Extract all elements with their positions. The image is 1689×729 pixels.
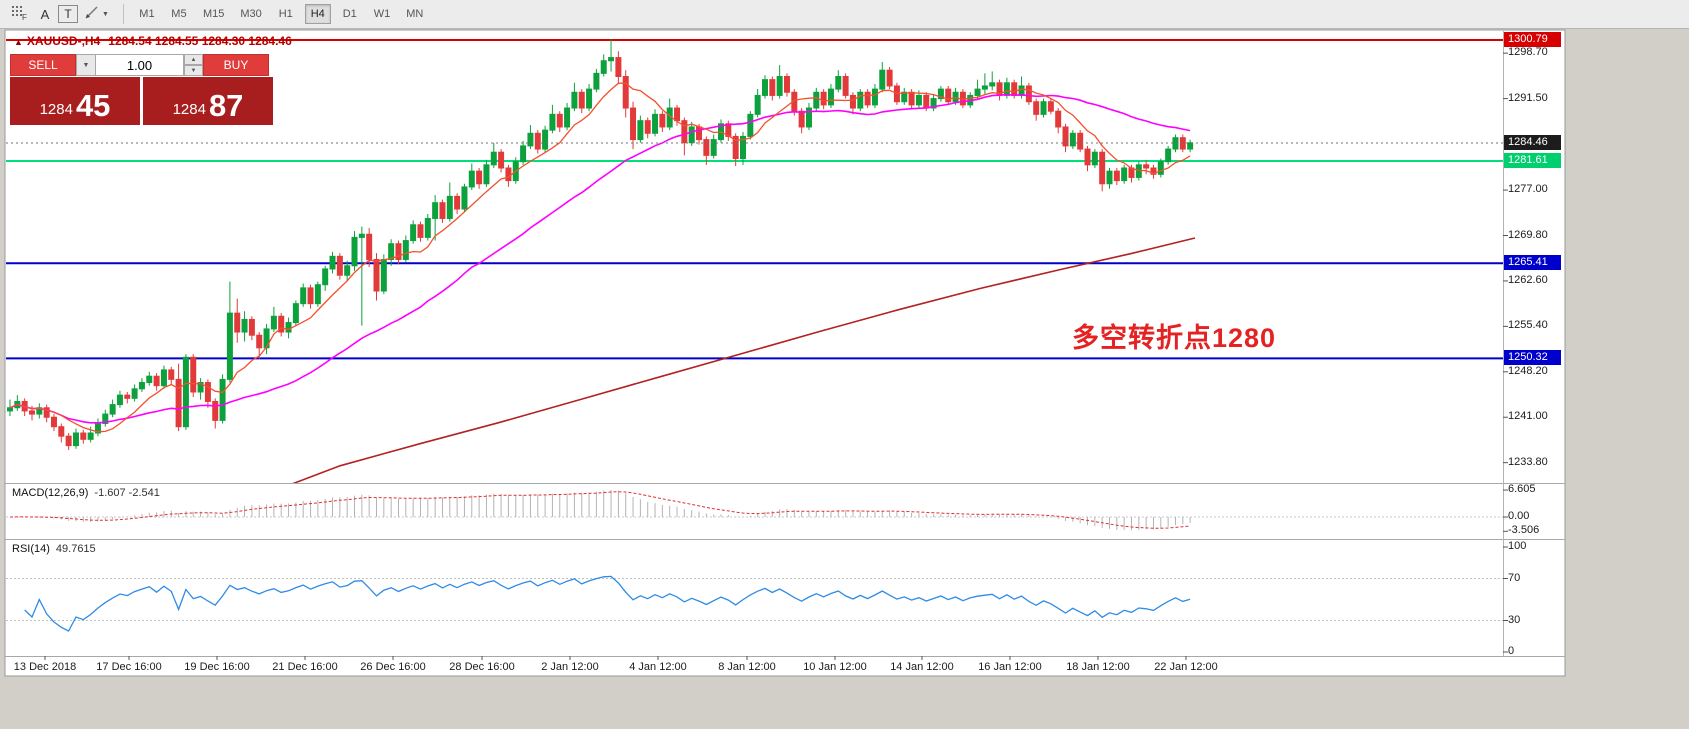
chart-title: ▲ XAUUSD-,H4 1284.54 1284.55 1284.30 1284.… [14, 34, 292, 48]
ma-mid-line [9, 93, 1191, 424]
timeframe-button-H4[interactable]: H4 [304, 4, 331, 24]
macd-signal-line [9, 491, 1191, 529]
sell-price-pips: 45 [75, 88, 111, 123]
main-price-pane[interactable] [6, 38, 1503, 496]
timeframe-group: M1 M5 M15 M30 H1 H4 D1 W1 MN [134, 4, 428, 24]
rsi-line [24, 575, 1191, 632]
rsi-value: 49.7615 [55, 543, 96, 555]
chevron-down-icon: ▼ [82, 61, 90, 69]
macd-indicator-label: MACD(12,26,9) -1.607 -2.541 [12, 487, 160, 499]
volume-input[interactable] [96, 54, 184, 76]
chart-ohlc-values: 1284.54 1284.55 1284.30 1284.46 [108, 34, 292, 48]
price-axis[interactable] [1504, 30, 1566, 656]
timeframe-button-H1[interactable]: H1 [273, 4, 299, 24]
sell-button[interactable]: SELL [10, 54, 76, 76]
trade-panel-controls: SELL ▼ ▲ ▼ BUY [10, 54, 273, 76]
chevron-down-icon: ▼ [102, 10, 109, 18]
buy-price-main: 1284 [172, 101, 206, 118]
dots-grid-icon: F [10, 4, 28, 25]
macd-name: MACD(12,26,9) [12, 487, 89, 499]
toolbar: F A T ▼ M1 M5 M15 M30 H1 H4 D1 W1 MN [0, 0, 1689, 29]
chart-window [4, 29, 1566, 677]
volume-stepper: ▲ ▼ [184, 54, 203, 76]
text-label-tool-button[interactable]: A [34, 3, 56, 25]
macd-pane[interactable] [6, 489, 1503, 531]
time-axis[interactable] [5, 656, 1503, 676]
ma-slow-line [292, 237, 1196, 483]
sell-price-main: 1284 [39, 101, 73, 118]
dots-grid-tool-button[interactable]: F [6, 3, 32, 25]
text-tool-button[interactable]: T [58, 5, 78, 23]
trade-panel-prices: 1284 45 1284 87 [10, 77, 273, 125]
rsi-indicator-label: RSI(14) 49.7615 [12, 543, 96, 555]
timeframe-button-M15[interactable]: M15 [198, 4, 229, 24]
buy-price-display[interactable]: 1284 87 [143, 77, 273, 125]
volume-up-button[interactable]: ▲ [184, 54, 203, 65]
chart-symbol: XAUUSD-,H4 [26, 34, 101, 48]
line-tool-dropdown-button[interactable]: ▼ [80, 3, 113, 25]
timeframe-button-M30[interactable]: M30 [235, 4, 266, 24]
macd-values: -1.607 -2.541 [94, 487, 160, 499]
timeframe-button-D1[interactable]: D1 [337, 4, 363, 24]
toolbar-separator [122, 4, 124, 24]
chart-marker-icon: ▲ [14, 37, 23, 47]
sell-price-display[interactable]: 1284 45 [10, 77, 140, 125]
buy-price-pips: 87 [208, 88, 244, 123]
timeframe-button-W1[interactable]: W1 [369, 4, 396, 24]
timeframe-button-MN[interactable]: MN [401, 4, 428, 24]
timeframe-button-M1[interactable]: M1 [134, 4, 160, 24]
chart-annotation: 多空转折点1280 [1072, 323, 1277, 353]
timeframe-button-M5[interactable]: M5 [166, 4, 192, 24]
rsi-pane[interactable] [6, 575, 1503, 632]
svg-text:F: F [22, 13, 27, 22]
volume-dropdown-button[interactable]: ▼ [76, 54, 96, 76]
ma-fast-line [9, 82, 1191, 433]
rsi-name: RSI(14) [12, 543, 50, 555]
volume-down-button[interactable]: ▼ [184, 65, 203, 76]
buy-button[interactable]: BUY [203, 54, 269, 76]
trendline-icon [84, 5, 100, 24]
